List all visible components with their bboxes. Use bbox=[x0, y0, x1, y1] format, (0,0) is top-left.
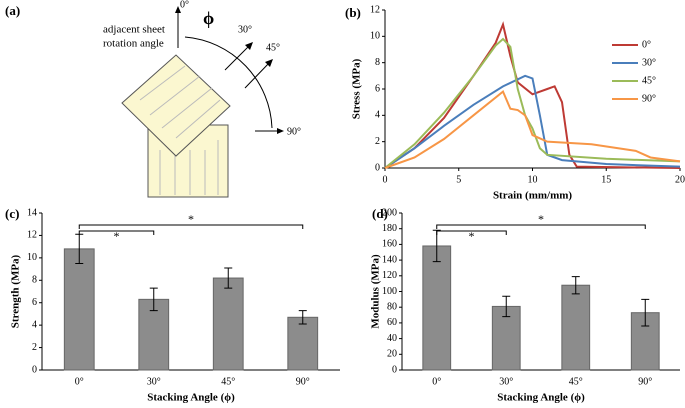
error-bar bbox=[571, 276, 580, 295]
x-tick-label: 0 bbox=[383, 174, 388, 185]
bar bbox=[287, 316, 319, 371]
legend-label: 45° bbox=[642, 75, 656, 86]
y-tick-label: 10 bbox=[27, 252, 37, 263]
y-tick-label: 10 bbox=[370, 31, 380, 42]
x-tick-label: 0° bbox=[432, 376, 441, 387]
angle-label: 0° bbox=[180, 0, 189, 10]
x-tick-label: 30° bbox=[499, 376, 513, 387]
legend-label: 30° bbox=[642, 57, 656, 68]
line bbox=[384, 74, 681, 169]
arrow bbox=[224, 44, 251, 71]
significance-mark: * bbox=[188, 212, 194, 226]
bar bbox=[63, 248, 95, 371]
arrow-head bbox=[265, 59, 273, 67]
y-axis-title: Modulus (MPa) bbox=[370, 254, 382, 329]
y-axis-title: Strength (MPa) bbox=[10, 254, 22, 328]
y-tick-label: 60 bbox=[387, 317, 397, 328]
y-tick-label: 200 bbox=[382, 207, 397, 218]
legend-label: 90° bbox=[642, 93, 656, 104]
error-bar bbox=[149, 287, 158, 312]
x-axis-title: Stacking Angle (ϕ) bbox=[497, 392, 585, 404]
significance-bracket bbox=[436, 230, 507, 235]
significance-mark: * bbox=[469, 229, 475, 243]
y-tick-label: 6 bbox=[375, 83, 380, 94]
angle-label: 30° bbox=[238, 24, 252, 35]
x-tick-label: 45° bbox=[221, 376, 235, 387]
angle-label: 90° bbox=[287, 126, 301, 137]
y-tick-label: 8 bbox=[375, 57, 380, 68]
y-tick-label: 140 bbox=[382, 254, 397, 265]
bar bbox=[422, 245, 452, 371]
bar bbox=[138, 298, 170, 371]
caption: adjacent sheet bbox=[103, 24, 165, 36]
y-tick-label: 4 bbox=[32, 319, 37, 330]
panel-label: (c) bbox=[5, 206, 19, 221]
y-tick-label: 0 bbox=[392, 364, 397, 375]
x-tick-label: 45° bbox=[569, 376, 583, 387]
x-tick-label: 90° bbox=[638, 376, 652, 387]
line bbox=[384, 37, 681, 169]
y-tick-label: 4 bbox=[375, 110, 380, 121]
arrow-head bbox=[175, 6, 181, 13]
hatch bbox=[159, 140, 219, 195]
y-tick-label: 12 bbox=[370, 4, 380, 15]
panel-label: (a) bbox=[5, 3, 20, 18]
error-bar bbox=[298, 310, 307, 325]
x-tick-label: 20 bbox=[675, 174, 685, 185]
arrow-head bbox=[245, 42, 253, 50]
x-axis-title: Stacking Angle (ϕ) bbox=[147, 392, 235, 404]
x-tick-label: 15 bbox=[601, 174, 611, 185]
angle-label: 45° bbox=[266, 42, 280, 53]
y-tick-label: 100 bbox=[382, 286, 397, 297]
error-bar bbox=[224, 267, 233, 289]
x-tick-label: 30° bbox=[147, 376, 161, 387]
hatch bbox=[139, 65, 221, 139]
diagram: (a) 0° adjacent sheet rotation angle ϕ 3… bbox=[5, 0, 301, 198]
y-tick-label: 6 bbox=[32, 297, 37, 308]
y-axis-title: Stress (MPa) bbox=[351, 58, 363, 119]
caption: rotation angle bbox=[103, 38, 164, 50]
line bbox=[384, 21, 681, 169]
error-bar bbox=[641, 298, 650, 327]
x-tick-label: 90° bbox=[296, 376, 310, 387]
x-tick-label: 0° bbox=[75, 376, 84, 387]
significance-bracket bbox=[78, 230, 155, 235]
y-tick-label: 20 bbox=[387, 349, 397, 360]
panel-label: (b) bbox=[345, 5, 361, 20]
significance-mark: * bbox=[114, 229, 120, 243]
y-tick-label: 80 bbox=[387, 301, 397, 312]
significance-mark: * bbox=[538, 212, 544, 226]
error-bar bbox=[502, 295, 511, 318]
y-tick-label: 160 bbox=[382, 239, 397, 250]
arrow-head bbox=[277, 128, 284, 134]
y-tick-label: 180 bbox=[382, 223, 397, 234]
y-tick-label: 120 bbox=[382, 270, 397, 281]
y-tick-label: 0 bbox=[375, 162, 380, 173]
y-tick-label: 0 bbox=[32, 364, 37, 375]
phi-symbol: ϕ bbox=[203, 8, 214, 28]
bar bbox=[561, 284, 591, 371]
line bbox=[384, 90, 681, 169]
y-tick-label: 12 bbox=[27, 230, 37, 241]
panel-label: (d) bbox=[372, 206, 388, 221]
legend-label: 0° bbox=[642, 39, 651, 50]
bar bbox=[212, 277, 244, 371]
significance-bracket bbox=[78, 224, 304, 229]
y-tick-label: 8 bbox=[32, 275, 37, 286]
x-axis-title: Strain (mm/mm) bbox=[493, 190, 572, 202]
y-tick-label: 40 bbox=[387, 333, 397, 344]
error-bar bbox=[432, 229, 441, 263]
y-tick-label: 14 bbox=[27, 207, 37, 218]
x-tick-label: 5 bbox=[456, 174, 461, 185]
upper-sheet bbox=[121, 54, 231, 157]
y-tick-label: 2 bbox=[375, 136, 380, 147]
significance-bracket bbox=[436, 224, 646, 229]
arrow bbox=[244, 61, 271, 89]
rotation-arc bbox=[184, 36, 273, 129]
y-tick-label: 2 bbox=[32, 342, 37, 353]
x-tick-label: 10 bbox=[528, 174, 538, 185]
